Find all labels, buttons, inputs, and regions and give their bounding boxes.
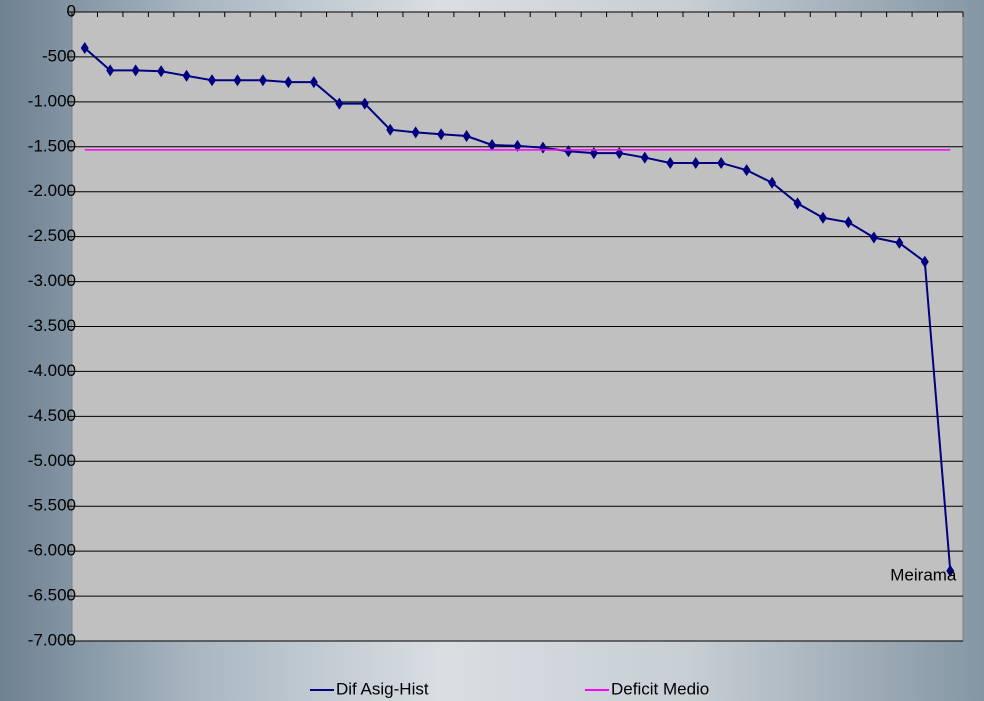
y-tick-label: -7.000: [28, 630, 76, 649]
marker: [920, 255, 929, 268]
data-label: Meirama: [890, 565, 957, 584]
marker: [691, 156, 700, 169]
marker: [793, 197, 802, 210]
marker: [666, 156, 675, 169]
marker: [131, 64, 140, 77]
marker: [640, 151, 649, 164]
y-tick-label: -4.000: [28, 361, 76, 380]
marker: [818, 211, 827, 224]
marker: [233, 74, 242, 87]
marker: [411, 126, 420, 139]
y-tick-label: -5.500: [28, 496, 76, 515]
marker: [386, 123, 395, 136]
marker: [437, 128, 446, 141]
legend-label: Deficit Medio: [611, 679, 709, 698]
y-tick-label: -5.000: [28, 451, 76, 470]
y-tick-label: -6.500: [28, 586, 76, 605]
marker: [360, 97, 369, 110]
marker: [513, 139, 522, 152]
y-tick-label: -4.500: [28, 406, 76, 425]
marker: [768, 176, 777, 189]
marker: [106, 64, 115, 77]
marker: [844, 216, 853, 229]
y-tick-label: -3.000: [28, 271, 76, 290]
marker: [309, 76, 318, 89]
y-tick-label: 0: [67, 1, 76, 20]
marker: [258, 74, 267, 87]
y-tick-label: -2.500: [28, 226, 76, 245]
marker: [869, 231, 878, 244]
y-tick-label: -1.000: [28, 91, 76, 110]
y-tick-label: -500: [42, 46, 76, 65]
y-tick-label: -6.000: [28, 541, 76, 560]
marker: [462, 130, 471, 143]
marker: [335, 97, 344, 110]
marker: [538, 141, 547, 154]
marker: [182, 69, 191, 82]
marker: [80, 41, 89, 54]
marker: [717, 156, 726, 169]
y-tick-label: -2.000: [28, 181, 76, 200]
y-tick-label: -1.500: [28, 136, 76, 155]
legend-label: Dif Asig-Hist: [336, 679, 429, 698]
marker: [946, 564, 955, 577]
marker: [488, 138, 497, 151]
marker: [895, 236, 904, 249]
marker: [564, 145, 573, 158]
marker: [208, 74, 217, 87]
y-tick-label: -3.500: [28, 316, 76, 335]
marker: [157, 65, 166, 78]
marker: [284, 76, 293, 89]
marker: [742, 164, 751, 177]
